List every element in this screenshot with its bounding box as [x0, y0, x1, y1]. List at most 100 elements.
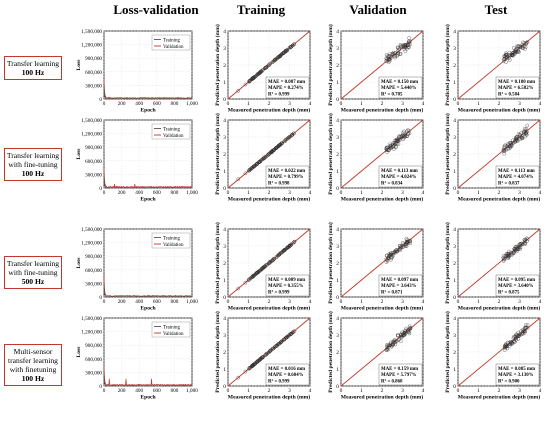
parity-x-axis-label: Measured penetration depth (mm) — [341, 394, 424, 401]
metric-r2: R2 = 0.998 — [268, 180, 290, 187]
parity-point — [401, 333, 406, 337]
parity-point — [514, 136, 518, 140]
parity-point — [260, 157, 265, 162]
parity-x-tick-label: 4 — [539, 388, 542, 394]
metric-mape: MAPE = 4.074% — [498, 175, 534, 180]
loss-panel: 0 300,000 600,000 900,000 1,200,000 1,500,000… — [76, 316, 198, 401]
parity-point — [520, 46, 524, 50]
parity-point — [521, 46, 525, 50]
parity-y-tick-label: 2 — [336, 152, 339, 158]
parity-y-tick-label: 0 — [336, 186, 339, 192]
parity-x-tick-label: 0 — [457, 299, 460, 305]
parity-x-tick-label: 4 — [422, 101, 425, 107]
parity-y-tick-label: 4 — [223, 316, 226, 322]
parity-point — [503, 345, 508, 349]
metric-r2: R2 = 0.999 — [268, 91, 290, 98]
parity-y-axis-label: Predicted penetration depth (mm) — [444, 24, 451, 106]
parity-point — [254, 162, 259, 167]
parity-point — [257, 269, 261, 273]
loss-x-tick-label: 1,000 — [186, 299, 198, 305]
parity-x-tick-label: 3 — [401, 101, 404, 107]
parity-y-tick-label: 1 — [336, 80, 339, 86]
parity-y-tick-label: 4 — [453, 227, 456, 233]
parity-point — [515, 244, 520, 249]
parity-point — [254, 271, 259, 275]
parity-point — [518, 242, 522, 246]
parity-point — [396, 49, 400, 53]
parity-point — [510, 143, 514, 147]
metric-r2-value: = 0.875 — [503, 290, 520, 295]
parity-point — [404, 242, 408, 246]
parity-y-axis-label: Predicted penetration depth (mm) — [214, 113, 221, 195]
parity-x-tick-label: 1 — [477, 299, 480, 305]
loss-y-tick-label: 300,000 — [85, 281, 102, 287]
row-label-line: Transfer learning — [6, 151, 60, 160]
parity-point — [249, 167, 253, 171]
parity-point — [261, 355, 265, 359]
loss-x-tick-label: 400 — [135, 190, 143, 196]
parity-y-tick-label: 4 — [336, 227, 339, 233]
parity-point — [514, 334, 519, 339]
parity-point — [525, 323, 530, 327]
parity-y-tick-label: 1 — [223, 80, 226, 86]
parity-point — [268, 349, 273, 353]
parity-y-axis-label: Predicted penetration depth (mm) — [444, 311, 451, 393]
parity-y-tick-label: 2 — [223, 152, 226, 158]
parity-point — [398, 339, 403, 343]
metric-r2-symbol: R — [268, 290, 272, 295]
parity-x-tick-label: 0 — [340, 101, 343, 107]
parity-point — [270, 149, 274, 154]
parity-point — [257, 71, 262, 75]
parity-x-tick-label: 1 — [360, 190, 363, 196]
parity-point — [258, 356, 263, 361]
metric-r2-value: = 0.999 — [273, 92, 290, 97]
metric-r2: R2 = 0.834 — [381, 180, 403, 187]
loss-x-tick-label: 200 — [118, 299, 126, 305]
metric-mape: MAPE = 0.604% — [268, 373, 304, 378]
parity-point — [260, 355, 265, 360]
metric-r2-symbol: R — [498, 379, 502, 384]
parity-point — [271, 258, 275, 263]
parity-point — [276, 342, 281, 347]
parity-point — [389, 55, 393, 59]
parity-x-tick-label: 3 — [288, 101, 291, 107]
parity-point — [250, 275, 254, 280]
loss-x-tick-label: 200 — [118, 101, 126, 107]
parity-point — [401, 134, 406, 139]
parity-x-tick-label: 0 — [457, 190, 460, 196]
parity-point — [273, 57, 277, 62]
parity-point — [281, 248, 286, 253]
parity-point — [264, 154, 269, 159]
parity-y-tick-label: 2 — [223, 63, 226, 69]
column-title-loss: Loss-validation — [113, 2, 199, 17]
parity-x-tick-label: 3 — [518, 299, 521, 305]
parity-point — [281, 249, 285, 253]
parity-point — [236, 375, 241, 380]
parity-point — [504, 252, 509, 256]
parity-point — [248, 78, 252, 83]
parity-point — [514, 244, 519, 249]
parity-y-tick-label: 4 — [223, 118, 226, 124]
parity-point — [509, 250, 513, 255]
parity-point — [288, 134, 293, 139]
loss-legend-box — [151, 34, 191, 51]
parity-point — [247, 366, 252, 370]
column-title-test: Test — [484, 2, 508, 17]
parity-point — [393, 54, 397, 58]
parity-x-tick-label: 3 — [401, 190, 404, 196]
parity-point — [272, 257, 276, 261]
parity-point — [258, 70, 263, 74]
metric-r2-value: = 0.998 — [273, 181, 290, 186]
parity-point — [258, 357, 263, 362]
parity-point — [395, 137, 400, 142]
parity-point — [511, 138, 515, 142]
metric-r2-exponent: 2 — [272, 91, 274, 95]
loss-panel: 0 300,000 600,000 900,000 1,200,000 1,500,000… — [76, 118, 198, 203]
parity-point — [406, 45, 410, 50]
loss-training-line — [103, 283, 193, 298]
parity-y-tick-label: 1 — [453, 169, 456, 175]
parity-point — [250, 364, 254, 369]
row-label-line: with fine-tuning — [8, 160, 58, 169]
parity-point — [384, 260, 389, 264]
